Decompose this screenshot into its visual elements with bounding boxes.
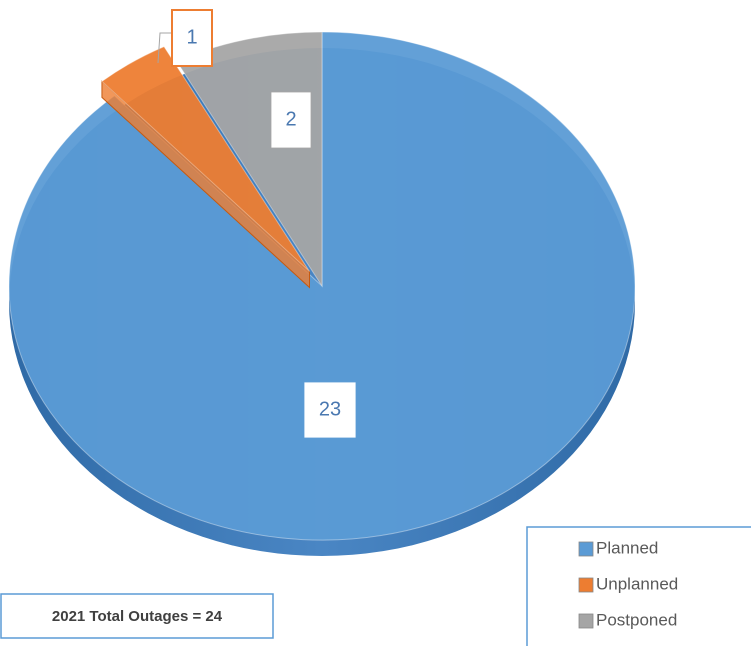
data-label: 23: [319, 398, 341, 420]
data-label: 1: [186, 26, 197, 48]
data-label: 2: [285, 108, 296, 130]
pie: [8, 31, 636, 556]
data-label-box: [303, 381, 357, 439]
legend-box: [526, 526, 751, 646]
legend-swatch: [578, 613, 594, 629]
data-labels: 23 1 2: [157, 9, 357, 439]
legend-swatch: [578, 577, 594, 593]
legend-label: Planned: [596, 538, 658, 557]
annotation: 2021 Total Outages = 24: [52, 608, 223, 625]
legend-label: Postponed: [596, 610, 677, 629]
annotation-box: [0, 593, 274, 639]
data-label-box: [270, 91, 312, 149]
data-label-box: [171, 9, 213, 67]
legend-swatch: [578, 541, 594, 557]
slice: [8, 31, 636, 541]
legend-label: Unplanned: [596, 574, 678, 593]
legend: Planned Unplanned Postponed: [578, 538, 678, 629]
leader-line: [157, 32, 172, 64]
slice: [101, 45, 310, 272]
